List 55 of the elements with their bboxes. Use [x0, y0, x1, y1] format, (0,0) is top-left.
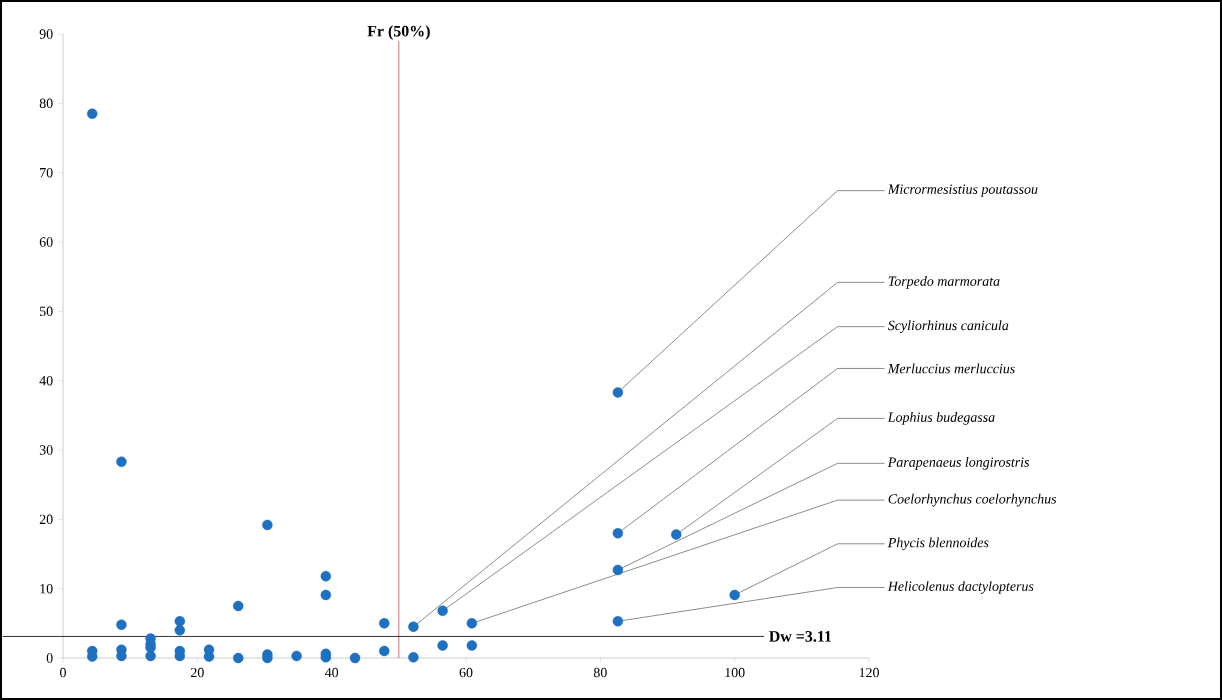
point [612, 564, 624, 576]
point [174, 616, 185, 627]
annotation: Parapenaeus longirostris [887, 456, 1030, 470]
point [466, 618, 478, 629]
point [320, 589, 332, 601]
ref-line-label: Fr (50%) [367, 25, 430, 40]
point [437, 605, 448, 617]
point [612, 528, 624, 539]
point [87, 108, 98, 119]
point [116, 619, 127, 630]
annotation: Torpedo marmorata [888, 276, 1000, 289]
annotation: Lophius budegassa [887, 412, 995, 425]
y-tick-label: 90 [39, 29, 53, 39]
x-tick-label: 20 [190, 667, 204, 678]
point [145, 650, 156, 662]
y-tick-label: 50 [40, 306, 53, 317]
y-tick-label: 30 [39, 445, 53, 455]
y-tick-label: 70 [40, 167, 53, 178]
annotation: Micrormesistius poutassou [887, 184, 1038, 197]
annotation: Scyliorhinus canicula [887, 320, 1009, 334]
point [262, 519, 273, 531]
x-tick-label: 40 [324, 667, 339, 678]
y-tick-label: 80 [39, 98, 53, 109]
y-tick-label: 40 [39, 375, 53, 386]
point [320, 570, 332, 582]
point [408, 621, 419, 632]
point [233, 600, 244, 612]
x-tick-label: 100 [725, 667, 745, 678]
y-tick-label: 10 [40, 583, 53, 594]
x-tick-label: 80 [593, 667, 607, 678]
point [408, 652, 419, 663]
point [671, 529, 682, 540]
x-tick-label: 60 [459, 667, 473, 678]
x-tick-label: 120 [859, 667, 879, 678]
point [379, 618, 390, 629]
annotation: Merluccius merluccius [887, 363, 1015, 374]
point [612, 616, 624, 627]
annotation: Phycis blennoides [887, 537, 989, 551]
point [349, 652, 361, 664]
annotation: Helicolenus dactylopterus [887, 581, 1034, 594]
point [466, 640, 478, 651]
x-tick-label: 0 [60, 667, 66, 678]
point [437, 640, 448, 651]
point [233, 652, 244, 664]
point [379, 645, 390, 657]
point [612, 387, 624, 398]
y-tick-label: 0 [46, 653, 53, 663]
ref-line-label: Dw =3.11 [769, 631, 832, 642]
point [174, 625, 185, 636]
point [729, 589, 740, 601]
annotation: Coelorhynchus coelorhynchus [888, 493, 1057, 507]
point [116, 456, 127, 467]
y-tick-label: 20 [39, 514, 53, 525]
y-tick-label: 60 [39, 237, 53, 247]
point [291, 650, 302, 662]
